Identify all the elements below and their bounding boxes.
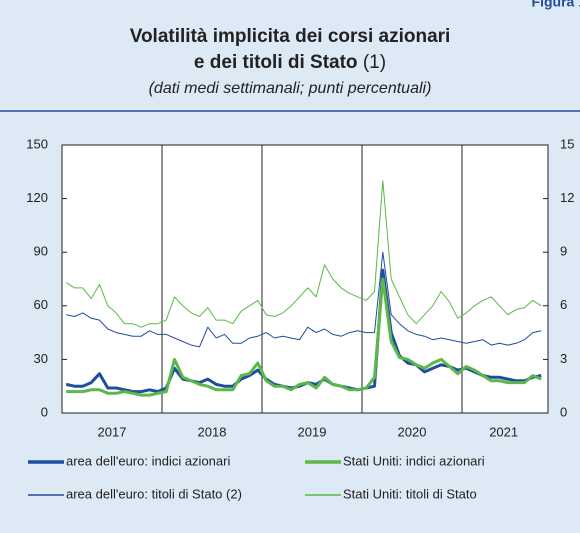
y2-tick-label: 3 bbox=[560, 351, 567, 366]
x-tick-label: 2021 bbox=[489, 424, 518, 439]
y2-tick-label: 9 bbox=[560, 244, 567, 259]
legend-label: area dell'euro: titoli di Stato (2) bbox=[66, 486, 242, 501]
x-tick-label: 2020 bbox=[398, 424, 427, 439]
y-tick-label: 120 bbox=[26, 190, 48, 205]
y2-tick-label: 0 bbox=[560, 404, 567, 419]
y2-tick-label: 15 bbox=[560, 136, 574, 151]
chart-subtitle: (dati medi settimanali; punti percentual… bbox=[149, 80, 432, 97]
y-tick-label: 30 bbox=[34, 351, 48, 366]
chart-title: Volatilità implicita dei corsi azionari bbox=[130, 26, 451, 47]
title-note: (1) bbox=[363, 52, 386, 73]
y-tick-label: 0 bbox=[41, 404, 48, 419]
x-tick-label: 2019 bbox=[298, 424, 327, 439]
y-tick-label: 90 bbox=[34, 244, 48, 259]
chart-title-line: e dei titoli di Stato bbox=[194, 52, 358, 73]
x-tick-label: 2017 bbox=[98, 424, 127, 439]
y2-tick-label: 6 bbox=[560, 297, 567, 312]
series-line bbox=[66, 277, 542, 397]
legend-label: Stati Uniti: indici azionari bbox=[343, 453, 485, 468]
x-tick-label: 2018 bbox=[198, 424, 227, 439]
chart-title: e dei titoli di Stato (1) bbox=[194, 52, 386, 73]
y-tick-label: 60 bbox=[34, 297, 48, 312]
series-line bbox=[65, 180, 542, 328]
legend-label: area dell'euro: indici azionari bbox=[66, 453, 230, 468]
figure-label: Figura 1 bbox=[532, 0, 580, 10]
y-tick-label: 150 bbox=[26, 136, 48, 151]
y2-tick-label: 12 bbox=[560, 190, 574, 205]
legend-label: Stati Uniti: titoli di Stato bbox=[343, 486, 477, 501]
series-line bbox=[66, 251, 542, 348]
